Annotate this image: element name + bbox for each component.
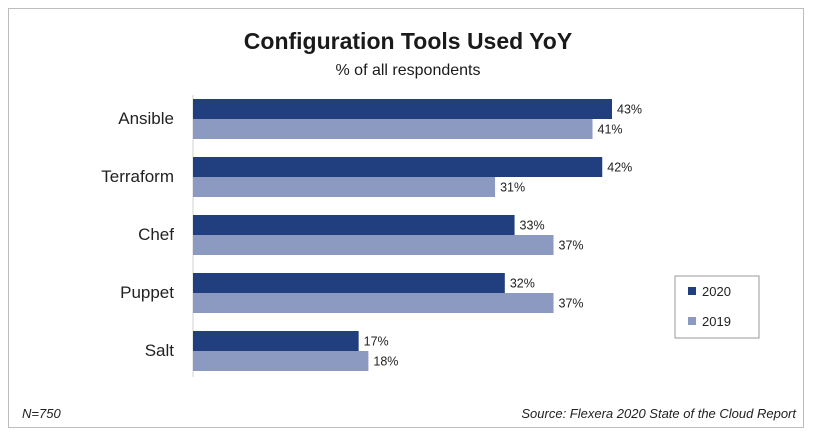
bar-2020-terraform [193,157,603,177]
data-label-2020-ansible: 43% [617,103,642,117]
data-label-2019-ansible: 41% [598,123,623,137]
bar-2020-salt [193,331,359,351]
bar-2019-salt [193,351,369,371]
bar-2020-chef [193,215,515,235]
bar-2019-terraform [193,177,496,197]
legend-box [674,275,760,339]
data-label-2019-puppet: 37% [559,297,584,311]
bar-2019-chef [193,235,554,255]
bar-2020-puppet [193,273,505,293]
bar-2019-ansible [193,119,593,139]
category-label: Puppet [120,283,174,302]
legend: 2020 2019 [674,275,760,339]
data-label-2020-chef: 33% [520,219,545,233]
source-note: Source: Flexera 2020 State of the Cloud … [521,406,797,421]
category-label: Ansible [118,109,174,128]
data-label-2020-terraform: 42% [607,161,632,175]
legend-label-2019: 2019 [702,314,731,329]
data-label-2019-terraform: 31% [500,181,525,195]
chart-subtitle: % of all respondents [336,62,481,79]
data-label-2019-chef: 37% [559,239,584,253]
data-label-2020-salt: 17% [364,335,389,349]
bar-2019-puppet [193,293,554,313]
category-label: Salt [145,341,175,360]
legend-swatch-2019 [688,317,696,325]
legend-swatch-2020 [688,287,696,295]
data-label-2020-puppet: 32% [510,277,535,291]
chart-title: Configuration Tools Used YoY [244,28,572,54]
bars-group: Ansible 43% 41% Terraform 42% 31% Chef 33% 37% Pu… [101,95,642,377]
category-label: Terraform [101,167,174,186]
data-label-2019-salt: 18% [373,355,398,369]
category-label: Chef [138,225,174,244]
legend-label-2020: 2020 [702,284,731,299]
sample-size-note: N=750 [22,406,61,421]
bar-2020-ansible [193,99,612,119]
